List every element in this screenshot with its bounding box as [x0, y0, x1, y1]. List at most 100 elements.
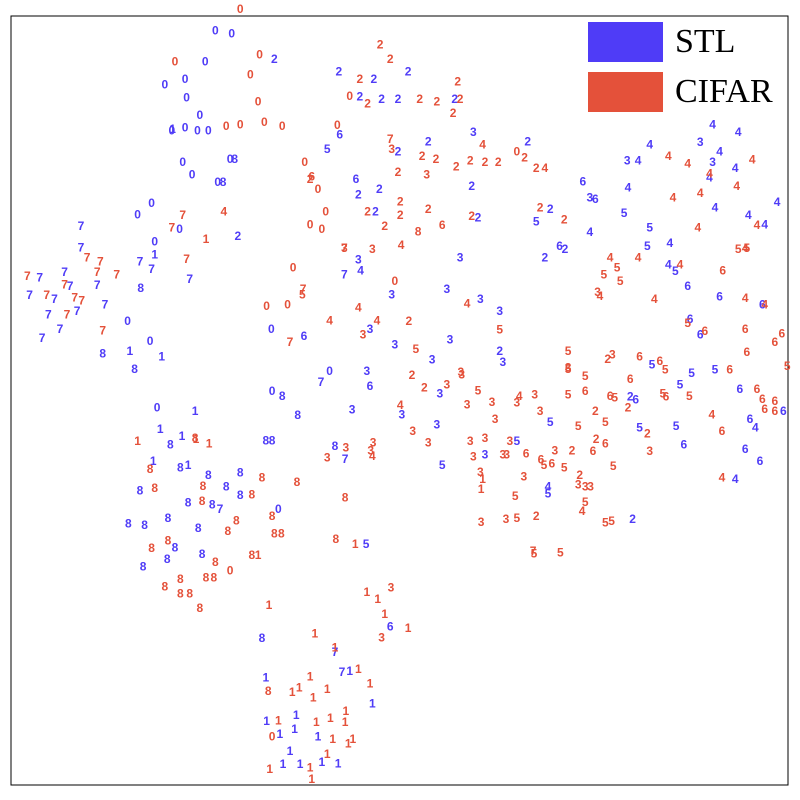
- digit-point: 2: [355, 187, 362, 201]
- digit-point: 0: [196, 108, 203, 122]
- digit-point: 1: [266, 598, 273, 612]
- digit-point: 1: [266, 762, 273, 776]
- digit-point: 2: [576, 468, 583, 482]
- digit-point: 4: [670, 190, 677, 204]
- digit-point: 0: [318, 222, 325, 236]
- digit-point: 3: [355, 253, 362, 267]
- digit-point: 2: [627, 390, 634, 404]
- digit-point: 3: [349, 403, 356, 417]
- digit-point: 3: [552, 443, 559, 457]
- digit-point: 2: [629, 512, 636, 526]
- digit-point: 3: [477, 292, 484, 306]
- digit-point: 4: [541, 161, 548, 175]
- digit-point: 1: [297, 757, 304, 771]
- digit-point: 5: [636, 420, 643, 434]
- digit-point: 5: [533, 214, 540, 228]
- digit-point: 1: [364, 585, 371, 599]
- digit-point: 4: [742, 291, 749, 305]
- digit-point: 1: [255, 548, 262, 562]
- digit-point: 7: [78, 219, 85, 233]
- digit-point: 0: [261, 115, 268, 129]
- digit-point: 1: [192, 404, 199, 418]
- digit-point: 6: [556, 239, 563, 253]
- digit-point: 2: [336, 64, 343, 78]
- digit-point: 8: [224, 524, 231, 538]
- digit-point: 2: [457, 92, 464, 106]
- digit-point: 6: [580, 174, 587, 188]
- digit-point: 8: [233, 513, 240, 527]
- digit-point: 5: [644, 239, 651, 253]
- digit-point: 6: [742, 322, 749, 336]
- digit-point: 1: [179, 429, 186, 443]
- digit-point: 5: [582, 495, 589, 509]
- digit-point: 1: [315, 729, 322, 743]
- digit-point: 1: [203, 232, 210, 246]
- digit-point: 8: [332, 532, 339, 546]
- digit-point: 5: [646, 220, 653, 234]
- digit-point: 3: [447, 333, 454, 347]
- digit-point: 0: [134, 207, 141, 221]
- digit-point: 2: [533, 161, 540, 175]
- digit-point: 4: [665, 149, 672, 163]
- digit-point: 7: [39, 331, 46, 345]
- legend-swatch: [588, 22, 663, 62]
- digit-point: 5: [688, 366, 695, 380]
- digit-point: 4: [761, 297, 768, 311]
- digit-point: 4: [625, 180, 632, 194]
- digit-point: 3: [364, 364, 371, 378]
- digit-point: 4: [735, 125, 742, 139]
- digit-point: 5: [547, 415, 554, 429]
- digit-point: 3: [367, 443, 374, 457]
- digit-point: 1: [287, 744, 294, 758]
- digit-point: 7: [113, 267, 120, 281]
- digit-point: 2: [625, 400, 632, 414]
- digit-point: 0: [326, 364, 333, 378]
- digit-point: 8: [196, 601, 203, 615]
- digit-point: 3: [531, 387, 538, 401]
- digit-point: 2: [451, 92, 458, 106]
- digit-point: 8: [177, 586, 184, 600]
- digit-point: 6: [684, 279, 691, 293]
- digit-point: 7: [339, 665, 346, 679]
- digit-point: 8: [294, 408, 301, 422]
- digit-point: 4: [646, 137, 653, 151]
- digit-point: 1: [342, 715, 349, 729]
- digit-point: 0: [189, 167, 196, 181]
- digit-point: 1: [335, 756, 342, 770]
- digit-point: 3: [709, 155, 716, 169]
- digit-point: 4: [695, 220, 702, 234]
- digit-point: 5: [602, 415, 609, 429]
- digit-point: 8: [172, 540, 179, 554]
- digit-point: 2: [533, 509, 540, 523]
- digit-point: 7: [61, 277, 68, 291]
- digit-point: 2: [541, 250, 548, 264]
- digit-point: 7: [57, 322, 64, 336]
- digit-point: 0: [202, 54, 209, 68]
- digit-point: 3: [444, 282, 451, 296]
- digit-point: 2: [235, 229, 242, 243]
- digit-point: 7: [530, 544, 537, 558]
- digit-point: 0: [179, 155, 186, 169]
- digit-point: 3: [425, 436, 432, 450]
- digit-point: 5: [686, 389, 693, 403]
- digit-point: 3: [478, 515, 485, 529]
- digit-point: 7: [97, 254, 104, 268]
- digit-point: 3: [433, 417, 440, 431]
- digit-point: 7: [43, 288, 50, 302]
- digit-point: 2: [395, 144, 402, 158]
- digit-point: 1: [293, 708, 300, 722]
- digit-point: 1: [151, 247, 158, 261]
- digit-point: 0: [284, 297, 291, 311]
- digit-point: 6: [778, 327, 785, 341]
- digit-point: 8: [185, 496, 192, 510]
- digit-point: 2: [395, 92, 402, 106]
- digit-point: 3: [467, 434, 474, 448]
- digit-point: 0: [154, 400, 161, 414]
- digit-point: 8: [177, 572, 184, 586]
- digit-point: 0: [227, 563, 234, 577]
- digit-point: 8: [200, 479, 207, 493]
- digit-point: 2: [425, 202, 432, 216]
- digit-point: 8: [148, 541, 155, 555]
- digit-point: 5: [684, 316, 691, 330]
- digit-point: 2: [376, 182, 383, 196]
